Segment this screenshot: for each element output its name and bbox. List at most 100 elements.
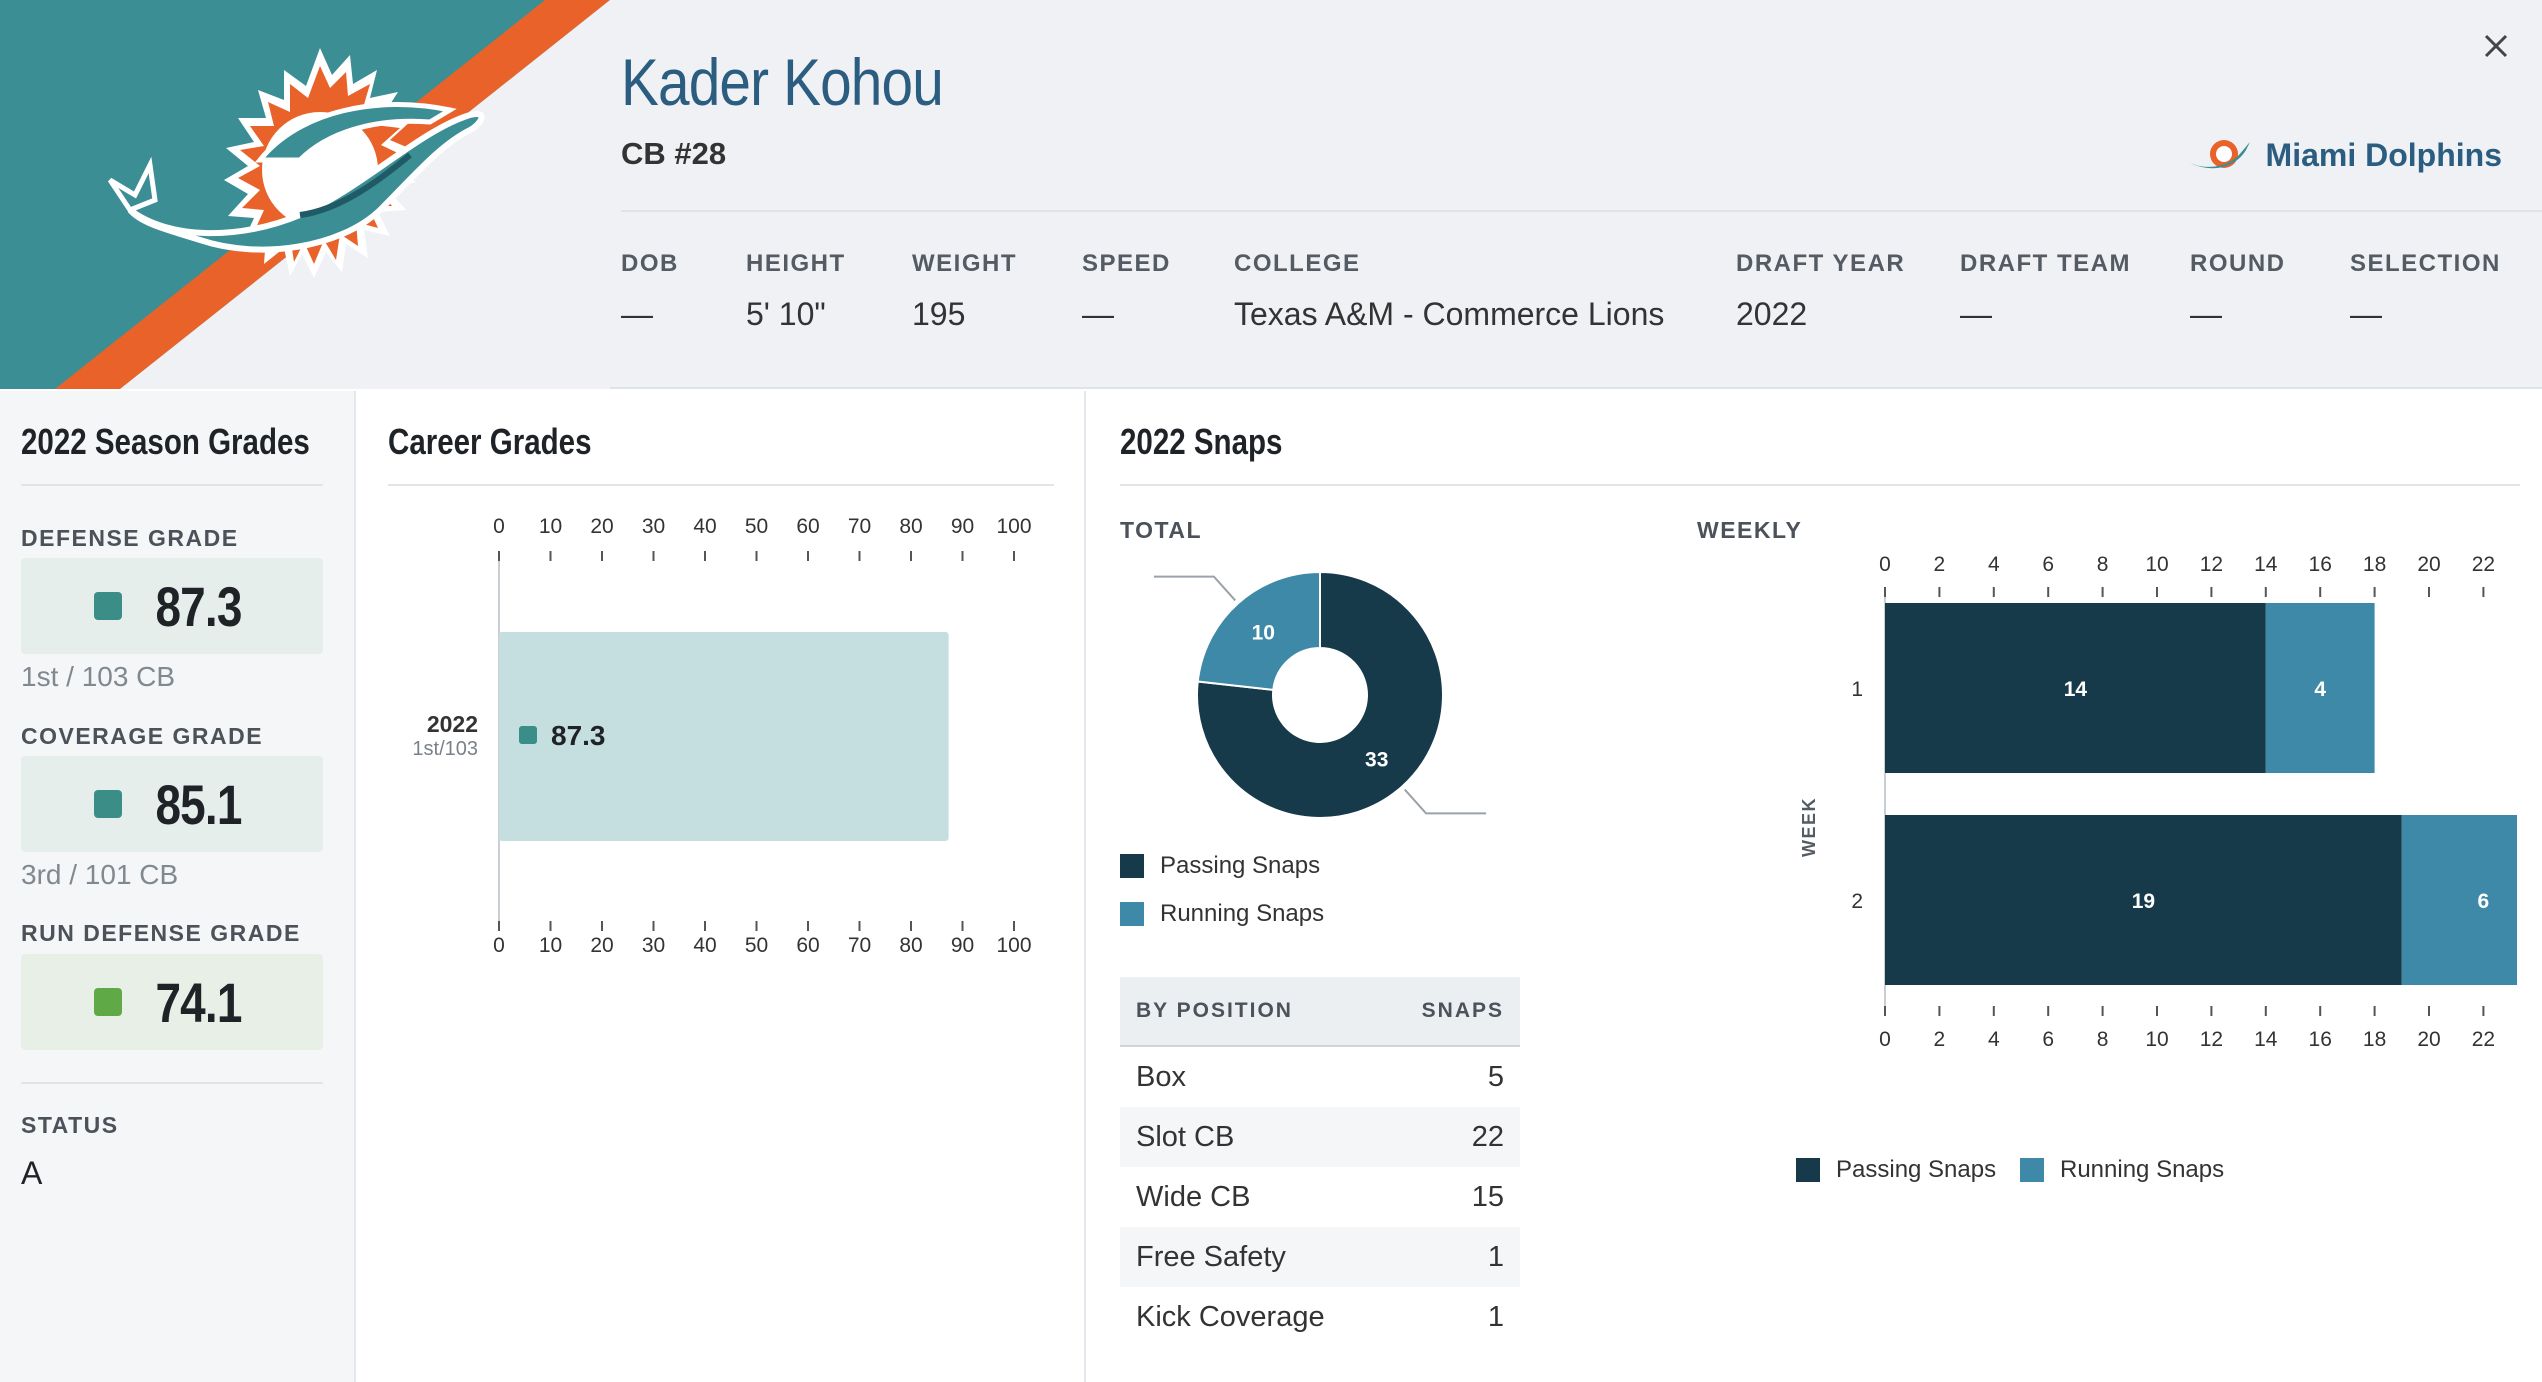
weekly-snaps-chart: 0022446688101012121414161618182020222224… [1799,553,2517,1051]
snaps-cell: 15 [1471,1180,1504,1213]
info-label: HEIGHT [746,250,846,277]
x-tick-label: 12 [2200,1028,2223,1051]
donut-leader-line [1404,788,1487,815]
team-logo-banner [0,0,610,389]
x-tick-label: 22 [2472,1028,2495,1051]
career-grades-panel: Career Grades 0 0 10 10 20 20 30 30 40 40 50 50 60 60… [358,391,1086,1382]
divider [21,1082,323,1084]
x-tick-label: 70 [848,934,871,957]
position-cell: Box [1136,1060,1186,1093]
x-tick-label: 10 [539,515,562,538]
info-speed: SPEED — [1082,250,1171,333]
x-tick-label: 18 [2363,553,2386,576]
table-row: Box 5 [1120,1047,1520,1107]
x-tick-label: 6 [2042,553,2054,576]
x-tick-label: 2 [1934,1028,1946,1051]
y-axis-label: WEEK [1799,797,1819,857]
table-row: Wide CB 15 [1120,1167,1520,1227]
defense-grade-value: 87.3 [154,574,242,638]
table-row: Free Safety 1 [1120,1227,1520,1287]
run-defense-grade-label: RUN DEFENSE GRADE [21,920,301,946]
info-value: Texas A&M - Commerce Lions [1234,296,1665,332]
legend-swatch-passing [1120,854,1144,878]
position-cell: Slot CB [1136,1120,1235,1153]
close-button[interactable] [2476,26,2516,66]
x-tick-label: 100 [996,934,1031,957]
x-tick-label: 18 [2363,1028,2386,1051]
x-tick-label: 20 [590,934,613,957]
info-selection: SELECTION — [2350,250,2501,333]
x-tick-label: 16 [2309,1028,2332,1051]
x-tick-label: 50 [745,515,768,538]
info-college: COLLEGE Texas A&M - Commerce Lions [1234,250,1664,333]
bar-value-label: 19 [2132,890,2155,913]
coverage-grade-rank: 3rd / 101 CB [21,859,179,890]
donut-slice [1196,570,1444,819]
info-value: — [2190,296,2222,332]
donut-leader-line [1153,575,1236,602]
x-tick-label: 90 [951,515,974,538]
grade-color-swatch [93,988,122,1016]
defense-grade-box: 87.3 [21,558,323,654]
x-tick-label: 40 [693,515,716,538]
season-grades-panel: 2022 Season Grades DEFENSE GRADE 87.3 1s… [0,391,356,1382]
snaps-cell: 5 [1487,1060,1504,1093]
dolphins-logo-icon [107,48,485,278]
status-value: A [21,1155,43,1191]
total-label: TOTAL [1120,517,1203,543]
info-round: ROUND — [2190,250,2286,333]
info-label: DRAFT YEAR [1736,250,1906,277]
position-cell: Wide CB [1136,1180,1251,1213]
defense-grade-label: DEFENSE GRADE [21,525,239,551]
x-tick-label: 100 [996,515,1031,538]
x-tick-label: 10 [539,934,562,957]
stacked-bar-segment [2265,603,2375,773]
x-tick-label: 4 [1988,553,2000,576]
divider [388,484,1054,486]
position-cell: Free Safety [1136,1240,1286,1273]
x-tick-label: 80 [899,515,922,538]
info-label: COLLEGE [1234,250,1361,277]
status-label: STATUS [21,1112,119,1138]
info-value: 195 [912,296,966,332]
player-header: Kader Kohou CB #28 Miami Dolphins DOB — … [0,0,2542,389]
info-dob: DOB — [621,250,679,333]
snaps-cell: 22 [1471,1120,1504,1153]
info-label: DRAFT TEAM [1960,250,2131,277]
player-name: Kader Kohou [621,45,944,119]
table-row: Slot CB 22 [1120,1107,1520,1167]
snaps-panel: 2022 Snaps TOTAL 33 10 Passing Snaps Runn… [1088,391,2542,1382]
coverage-grade-box: 85.1 [21,756,323,852]
y-tick-label: 2 [1851,890,1863,913]
divider [21,484,323,486]
x-tick-label: 4 [1988,1028,2000,1051]
x-tick-label: 60 [796,934,819,957]
y-tick-label: 1 [1851,678,1863,701]
team-name[interactable]: Miami Dolphins [2265,136,2502,173]
info-height: HEIGHT 5' 10" [746,250,846,333]
season-grades-title: 2022 Season Grades [21,421,310,462]
legend-swatch-running [2020,1158,2044,1182]
team-link[interactable]: Miami Dolphins [2186,132,2502,178]
x-tick-label: 14 [2254,553,2278,576]
x-tick-label: 80 [899,934,922,957]
grade-color-swatch [93,790,122,818]
x-tick-label: 50 [745,934,768,957]
x-tick-label: 30 [642,515,665,538]
legend-passing: Passing Snaps [1120,852,1320,880]
info-value: 2022 [1736,296,1808,332]
legend-running-label: Running Snaps [2060,1156,2225,1183]
run-defense-grade-box: 74.1 [21,954,323,1050]
coverage-grade-value: 85.1 [154,772,242,836]
x-tick-label: 16 [2309,553,2332,576]
grade-bar-label: 87.3 [551,720,606,751]
position-cell: Kick Coverage [1136,1300,1325,1333]
category-sublabel: 1st/103 [412,738,478,760]
x-tick-label: 6 [2042,1028,2054,1051]
x-tick-label: 20 [2417,553,2440,576]
bar-value-label: 6 [2478,890,2490,913]
snaps-by-position-table: BY POSITION SNAPS Box 5 Slot CB 22 Wide … [1120,977,1520,1347]
x-tick-label: 14 [2254,1028,2278,1051]
close-icon[interactable] [2476,26,2516,66]
stacked-bar-segment [1885,603,2266,773]
